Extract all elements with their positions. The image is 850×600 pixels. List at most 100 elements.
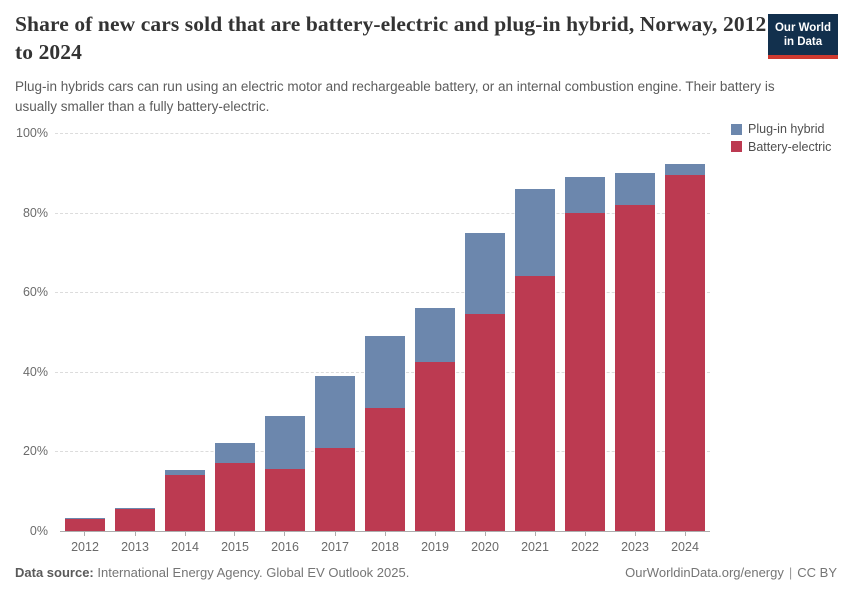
bar-2017 (315, 133, 355, 531)
bar-segment-plug-in-hybrid-2023[interactable] (615, 172, 655, 205)
bar-segment-plug-in-hybrid-2016[interactable] (265, 415, 305, 470)
bar-2015 (215, 133, 255, 531)
bar-segment-plug-in-hybrid-2017[interactable] (315, 375, 355, 449)
x-tick-2018 (384, 532, 386, 536)
x-tick-2015 (234, 532, 236, 536)
bar-group-2014 (160, 133, 210, 531)
bar-2024 (665, 133, 705, 531)
bar-group-2020 (460, 133, 510, 531)
bar-2019 (415, 133, 455, 531)
y-tick-label-80: 80% (22, 205, 48, 220)
x-tick-label-2013: 2013 (121, 540, 149, 554)
x-tick-label-2018: 2018 (371, 540, 399, 554)
owid-energy-link[interactable]: OurWorldinData.org/energy (625, 565, 784, 580)
bar-segment-battery-electric-2023[interactable] (615, 204, 655, 531)
y-tick-label-60: 60% (22, 285, 48, 300)
bar-segment-battery-electric-2014[interactable] (165, 475, 205, 531)
y-tick-label-0: 0% (29, 524, 48, 538)
footer-links: OurWorldinData.org/energy | CC BY (625, 565, 837, 580)
x-tick-2024 (684, 532, 686, 536)
bar-group-2017 (310, 133, 360, 531)
x-tick-2022 (584, 532, 586, 536)
x-tick-label-2012: 2012 (71, 540, 99, 554)
owid-logo-line2: in Data (783, 36, 823, 49)
bar-segment-battery-electric-2024[interactable] (665, 174, 705, 531)
y-tick-label-40: 40% (22, 364, 48, 379)
bar-2016 (265, 133, 305, 531)
chart-title: Share of new cars sold that are battery-… (15, 12, 767, 65)
legend-label: Battery-electric (748, 139, 832, 154)
y-tick-label-20: 20% (22, 444, 48, 459)
bar-segment-plug-in-hybrid-2015[interactable] (215, 443, 255, 464)
footer: Data source: International Energy Agency… (15, 565, 837, 580)
x-tick-2023 (634, 532, 636, 536)
bar-2021 (515, 133, 555, 531)
x-axis: 2012 2013 2014 2015 2016 2017 2018 2019 2020 2021… (60, 531, 710, 560)
x-tick-label-2019: 2019 (421, 540, 449, 554)
bar-group-2024 (660, 133, 710, 531)
bar-2023 (615, 133, 655, 531)
bar-group-2015 (210, 133, 260, 531)
bar-2022 (565, 133, 605, 531)
bar-segment-plug-in-hybrid-2014[interactable] (165, 470, 205, 476)
bar-segment-battery-electric-2021[interactable] (515, 276, 555, 531)
bar-group-2016 (260, 133, 310, 531)
data-source-note: Data source: International Energy Agency… (15, 565, 409, 580)
x-tick-2013 (134, 532, 136, 536)
x-tick-label-2024: 2024 (671, 540, 699, 554)
bar-segment-plug-in-hybrid-2021[interactable] (515, 188, 555, 277)
bar-2013 (115, 133, 155, 531)
bar-segment-plug-in-hybrid-2018[interactable] (365, 336, 405, 408)
bar-segment-battery-electric-2015[interactable] (215, 463, 255, 531)
bar-segment-plug-in-hybrid-2020[interactable] (465, 232, 505, 315)
x-tick-2019 (434, 532, 436, 536)
plot-area (55, 133, 710, 531)
x-tick-label-2015: 2015 (221, 540, 249, 554)
bar-group-2023 (610, 133, 660, 531)
bar-segment-battery-electric-2018[interactable] (365, 407, 405, 531)
bar-segment-battery-electric-2013[interactable] (115, 508, 155, 531)
x-tick-2016 (284, 532, 286, 536)
gridline-80 (55, 212, 710, 214)
x-tick-2012 (84, 532, 86, 536)
bar-2012 (65, 133, 105, 531)
x-tick-label-2016: 2016 (271, 540, 299, 554)
bar-2020 (465, 133, 505, 531)
gridline-100 (55, 133, 710, 134)
x-tick-label-2020: 2020 (471, 540, 499, 554)
chart-subtitle: Plug-in hybrids cars can run using an el… (15, 79, 775, 115)
bar-group-2021 (510, 133, 560, 531)
owid-logo-line1: Our World (774, 22, 831, 34)
bar-group-2012 (60, 133, 110, 531)
bar-segment-battery-electric-2019[interactable] (415, 361, 455, 531)
legend: Plug-in hybrid Battery-electric (731, 123, 831, 158)
x-tick-label-2014: 2014 (171, 540, 199, 554)
legend-swatch (731, 141, 742, 153)
bar-group-2013 (110, 133, 160, 531)
legend-item-battery-electric[interactable]: Battery-electric (731, 139, 832, 154)
bar-segment-plug-in-hybrid-2022[interactable] (565, 176, 605, 213)
legend-swatch (731, 123, 742, 135)
y-tick-label-100: 100% (16, 126, 48, 140)
bar-segment-plug-in-hybrid-2019[interactable] (415, 308, 455, 362)
x-tick-label-2017: 2017 (321, 540, 349, 554)
bar-segment-battery-electric-2017[interactable] (315, 448, 355, 531)
footer-separator: | (788, 565, 793, 580)
data-source-label: Data source: (15, 565, 94, 580)
bar-group-2022 (560, 133, 610, 531)
owid-logo[interactable]: Our World in Data (767, 14, 838, 59)
bar-segment-plug-in-hybrid-2013[interactable] (115, 507, 155, 509)
data-source-text: International Energy Agency. Global EV O… (97, 565, 410, 580)
legend-item-plug-in-hybrid[interactable]: Plug-in hybrid (731, 123, 831, 136)
bar-group-2018 (360, 133, 410, 531)
bar-2018 (365, 133, 405, 531)
bar-segment-battery-electric-2012[interactable] (65, 519, 105, 531)
bar-segment-battery-electric-2020[interactable] (465, 314, 505, 531)
x-tick-label-2023: 2023 (621, 540, 649, 554)
bar-segment-battery-electric-2016[interactable] (265, 469, 305, 531)
bar-segment-battery-electric-2022[interactable] (565, 212, 605, 531)
bar-segment-plug-in-hybrid-2024[interactable] (665, 164, 705, 175)
bar-segment-plug-in-hybrid-2012[interactable] (65, 517, 105, 520)
legend-label: Plug-in hybrid (748, 122, 825, 136)
